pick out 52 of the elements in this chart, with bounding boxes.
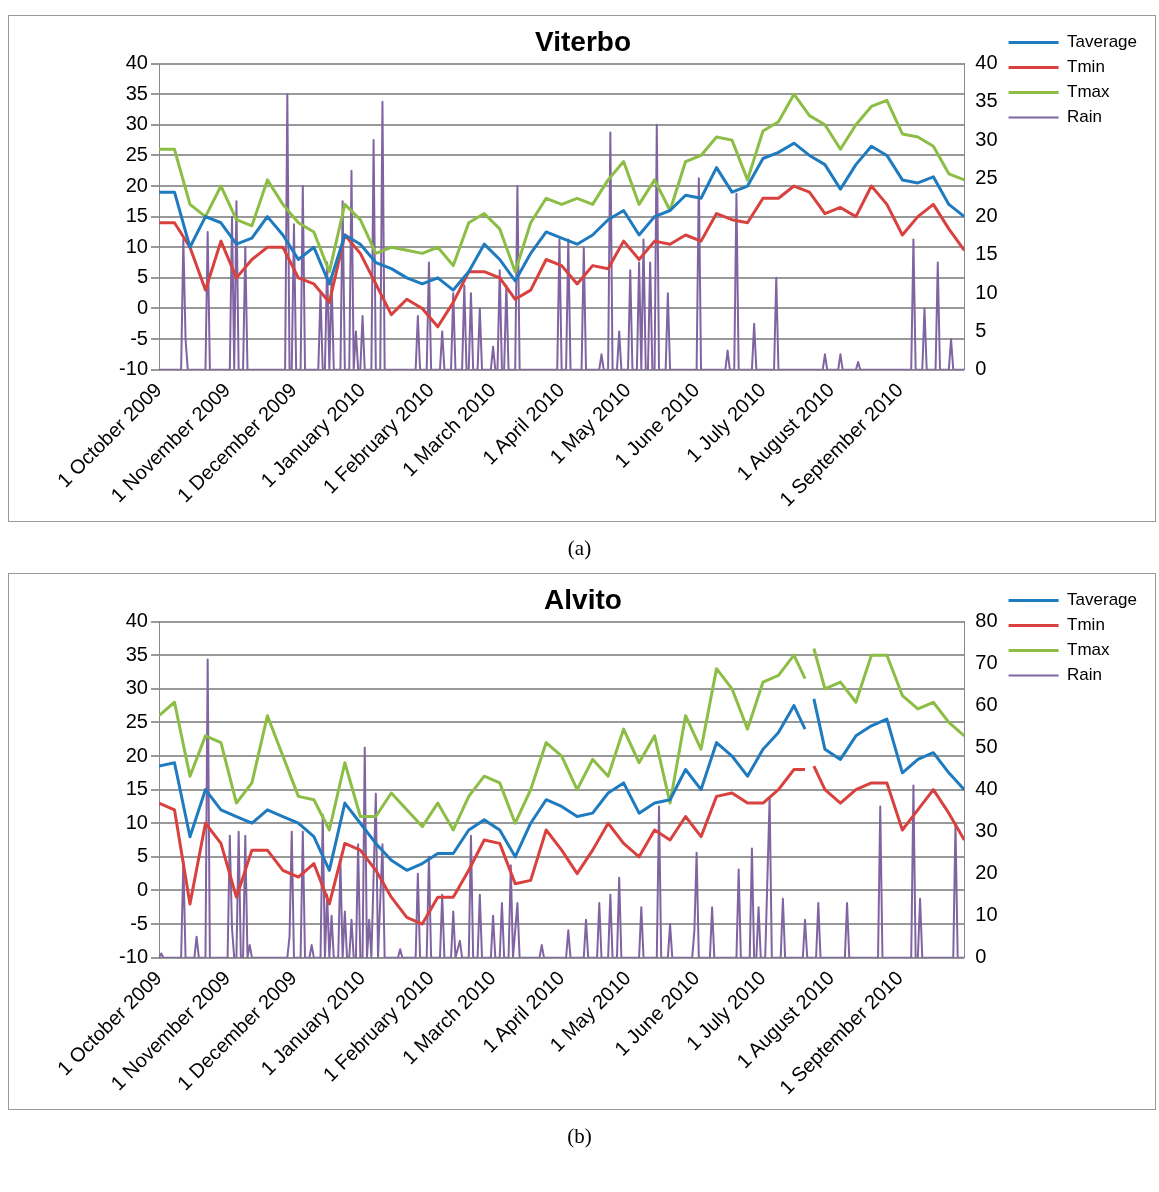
legend-label: Rain bbox=[1067, 107, 1103, 127]
y2-tick-label: 60 bbox=[975, 693, 998, 716]
legend-label: Taverage bbox=[1067, 590, 1137, 610]
legend-label: Tmax bbox=[1067, 82, 1111, 102]
y-tick-label: 35 bbox=[125, 81, 148, 104]
legend-label: Tmax bbox=[1067, 640, 1111, 660]
y-tick-label: 40 bbox=[125, 51, 148, 74]
y2-tick-label: 20 bbox=[975, 861, 998, 884]
legend-label: Tmin bbox=[1067, 615, 1105, 635]
y2-tick-label: 30 bbox=[975, 819, 998, 842]
y-tick-label: -5 bbox=[130, 911, 148, 934]
chart-title: Viterbo bbox=[535, 25, 631, 57]
y-tick-label: 10 bbox=[125, 234, 148, 257]
y2-tick-label: 15 bbox=[975, 242, 998, 265]
y-tick-label: 25 bbox=[125, 142, 148, 165]
y-tick-label: 20 bbox=[125, 173, 148, 196]
y2-tick-label: 50 bbox=[975, 735, 998, 758]
y2-tick-label: 10 bbox=[975, 903, 998, 926]
y-tick-label: 20 bbox=[125, 743, 148, 766]
legend-label: Rain bbox=[1067, 665, 1103, 685]
y-tick-label: 5 bbox=[136, 844, 148, 867]
text: (a) bbox=[566, 535, 593, 562]
y-tick-label: 30 bbox=[125, 112, 148, 135]
y2-tick-label: 70 bbox=[975, 651, 998, 674]
y2-tick-label: 20 bbox=[975, 204, 998, 227]
y-tick-label: -5 bbox=[130, 326, 148, 349]
chart-title: Alvito bbox=[544, 583, 622, 615]
y2-tick-label: 5 bbox=[975, 318, 987, 341]
y2-tick-label: 10 bbox=[975, 280, 998, 303]
y-tick-label: 40 bbox=[125, 609, 148, 632]
y-tick-label: 0 bbox=[136, 877, 148, 900]
legend-label: Taverage bbox=[1067, 32, 1137, 52]
y-tick-label: 15 bbox=[125, 777, 148, 800]
y2-tick-label: 40 bbox=[975, 777, 998, 800]
y-tick-label: -10 bbox=[119, 357, 148, 380]
y-tick-label: 30 bbox=[125, 676, 148, 699]
text: (b) bbox=[566, 1123, 593, 1150]
legend-label: Tmin bbox=[1067, 57, 1105, 77]
y-tick-label: 35 bbox=[125, 642, 148, 665]
y2-tick-label: 25 bbox=[975, 165, 998, 188]
y-tick-label: -10 bbox=[119, 945, 148, 968]
y-tick-label: 10 bbox=[125, 810, 148, 833]
y-tick-label: 15 bbox=[125, 204, 148, 227]
y-tick-label: 5 bbox=[136, 265, 148, 288]
y2-tick-label: 40 bbox=[975, 51, 998, 74]
y2-tick-label: 35 bbox=[975, 89, 998, 112]
y-tick-label: 25 bbox=[125, 709, 148, 732]
y2-tick-label: 0 bbox=[975, 945, 987, 968]
y2-tick-label: 30 bbox=[975, 127, 998, 150]
y-tick-label: 0 bbox=[136, 295, 148, 318]
y2-tick-label: 80 bbox=[975, 609, 998, 632]
y2-tick-label: 0 bbox=[975, 357, 987, 380]
